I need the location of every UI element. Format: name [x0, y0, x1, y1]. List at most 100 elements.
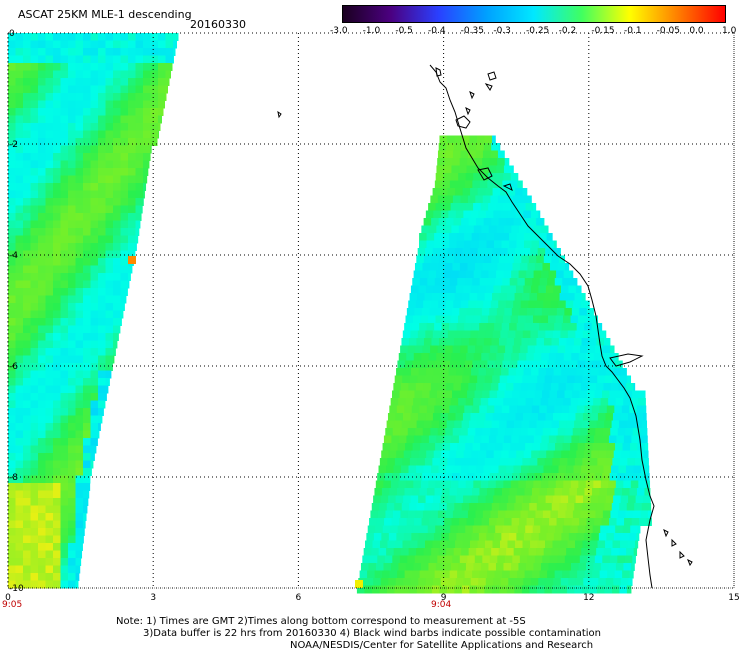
- swath-cell: [506, 585, 515, 594]
- swath-cell: [8, 123, 16, 131]
- island: [487, 71, 497, 81]
- swath-cell: [371, 503, 380, 511]
- swath-cell: [614, 488, 623, 496]
- swath-cell: [451, 308, 460, 316]
- swath-cell: [575, 495, 584, 504]
- swath-cell: [90, 250, 99, 259]
- swath-cell: [75, 423, 84, 431]
- swath-cell: [90, 273, 99, 281]
- swath-cell: [501, 533, 510, 541]
- swath-cell: [638, 398, 646, 406]
- swath-cell: [520, 383, 529, 391]
- swath-cell: [15, 520, 24, 529]
- swath-cell: [68, 573, 76, 581]
- swath-cell: [409, 585, 418, 594]
- swath-cell: [427, 360, 436, 369]
- swath-cell: [105, 93, 114, 101]
- swath-cell: [143, 145, 151, 154]
- swath-cell: [621, 450, 630, 459]
- swath-cell: [432, 188, 441, 196]
- swath-cell: [572, 390, 581, 399]
- swath-cell: [508, 495, 517, 504]
- swath-cell: [150, 115, 159, 124]
- swath-cell: [68, 93, 76, 101]
- swath-cell: [536, 585, 545, 594]
- swath-cell: [437, 195, 446, 204]
- swath-cell: [440, 248, 449, 256]
- swath-cell: [447, 375, 456, 384]
- swath-cell: [83, 235, 91, 244]
- swath-cell: [559, 420, 568, 429]
- swath-cell: [143, 138, 151, 146]
- swath-cell: [75, 138, 84, 146]
- swath-cell: [442, 525, 451, 534]
- swath-cell: [617, 555, 626, 564]
- swath-cell: [513, 383, 522, 391]
- swath-cell: [560, 248, 561, 256]
- swath-cell: [621, 405, 630, 414]
- swath-cell: [475, 195, 484, 204]
- swath-cell: [506, 338, 515, 346]
- swath-cell: [158, 33, 166, 41]
- swath-cell: [428, 203, 437, 211]
- swath-cell: [15, 235, 24, 244]
- swath-cell: [463, 578, 472, 586]
- swath-cell: [473, 398, 482, 406]
- swath-cell: [468, 465, 477, 474]
- swath-cell: [15, 63, 24, 71]
- swath-cell: [135, 153, 144, 161]
- swath-cell: [576, 323, 585, 331]
- swath-cell: [445, 300, 454, 309]
- swath-cell: [98, 318, 106, 326]
- swath-cell: [75, 213, 84, 221]
- swath-cell: [90, 363, 99, 371]
- swath-cell: [389, 405, 398, 414]
- swath-cell: [53, 123, 61, 131]
- swath-cell: [386, 585, 395, 594]
- swath-cell: [560, 495, 569, 504]
- swath-cell: [469, 503, 478, 511]
- swath-cell: [38, 558, 46, 566]
- swath-cell: [23, 535, 31, 544]
- swath-cell: [401, 503, 410, 511]
- swath-cell: [542, 555, 551, 564]
- swath-cell: [540, 563, 549, 571]
- swath-cell: [120, 280, 129, 289]
- swath-cell: [530, 248, 539, 256]
- swath-cell: [611, 503, 620, 511]
- swath-cell: [563, 315, 572, 324]
- swath-cell: [497, 473, 506, 481]
- swath-cell: [53, 565, 61, 574]
- swath-cell: [395, 413, 404, 421]
- swath-cell: [45, 573, 54, 581]
- swath-cell: [45, 378, 54, 386]
- swath-cell: [173, 33, 179, 41]
- swath-cell: [68, 160, 76, 169]
- swath-cell: [585, 563, 594, 571]
- swath-cell: [492, 293, 501, 301]
- swath-cell: [38, 393, 46, 401]
- swath-cell: [404, 488, 413, 496]
- swath-cell: [60, 288, 69, 296]
- swath-cell: [83, 175, 91, 184]
- swath-cell: [454, 375, 463, 384]
- swath-cell: [402, 413, 411, 421]
- swath-cell: [645, 480, 651, 489]
- swath-cell: [491, 465, 500, 474]
- swath-cell: [417, 540, 426, 549]
- swath-cell: [68, 63, 76, 71]
- swath-cell: [441, 240, 450, 249]
- swath-cell: [487, 570, 496, 579]
- swath-cell: [477, 458, 486, 466]
- swath-cell: [418, 533, 427, 541]
- swath-cell: [443, 225, 452, 234]
- swath-cell: [366, 533, 375, 541]
- swath-cell: [60, 48, 69, 56]
- swath-cell: [90, 325, 99, 334]
- swath-cell: [38, 543, 46, 551]
- swath-cell: [596, 465, 605, 474]
- swath-cell: [113, 93, 121, 101]
- swath-cell: [75, 385, 84, 394]
- swath-cell: [397, 570, 406, 579]
- swath-cell: [434, 488, 443, 496]
